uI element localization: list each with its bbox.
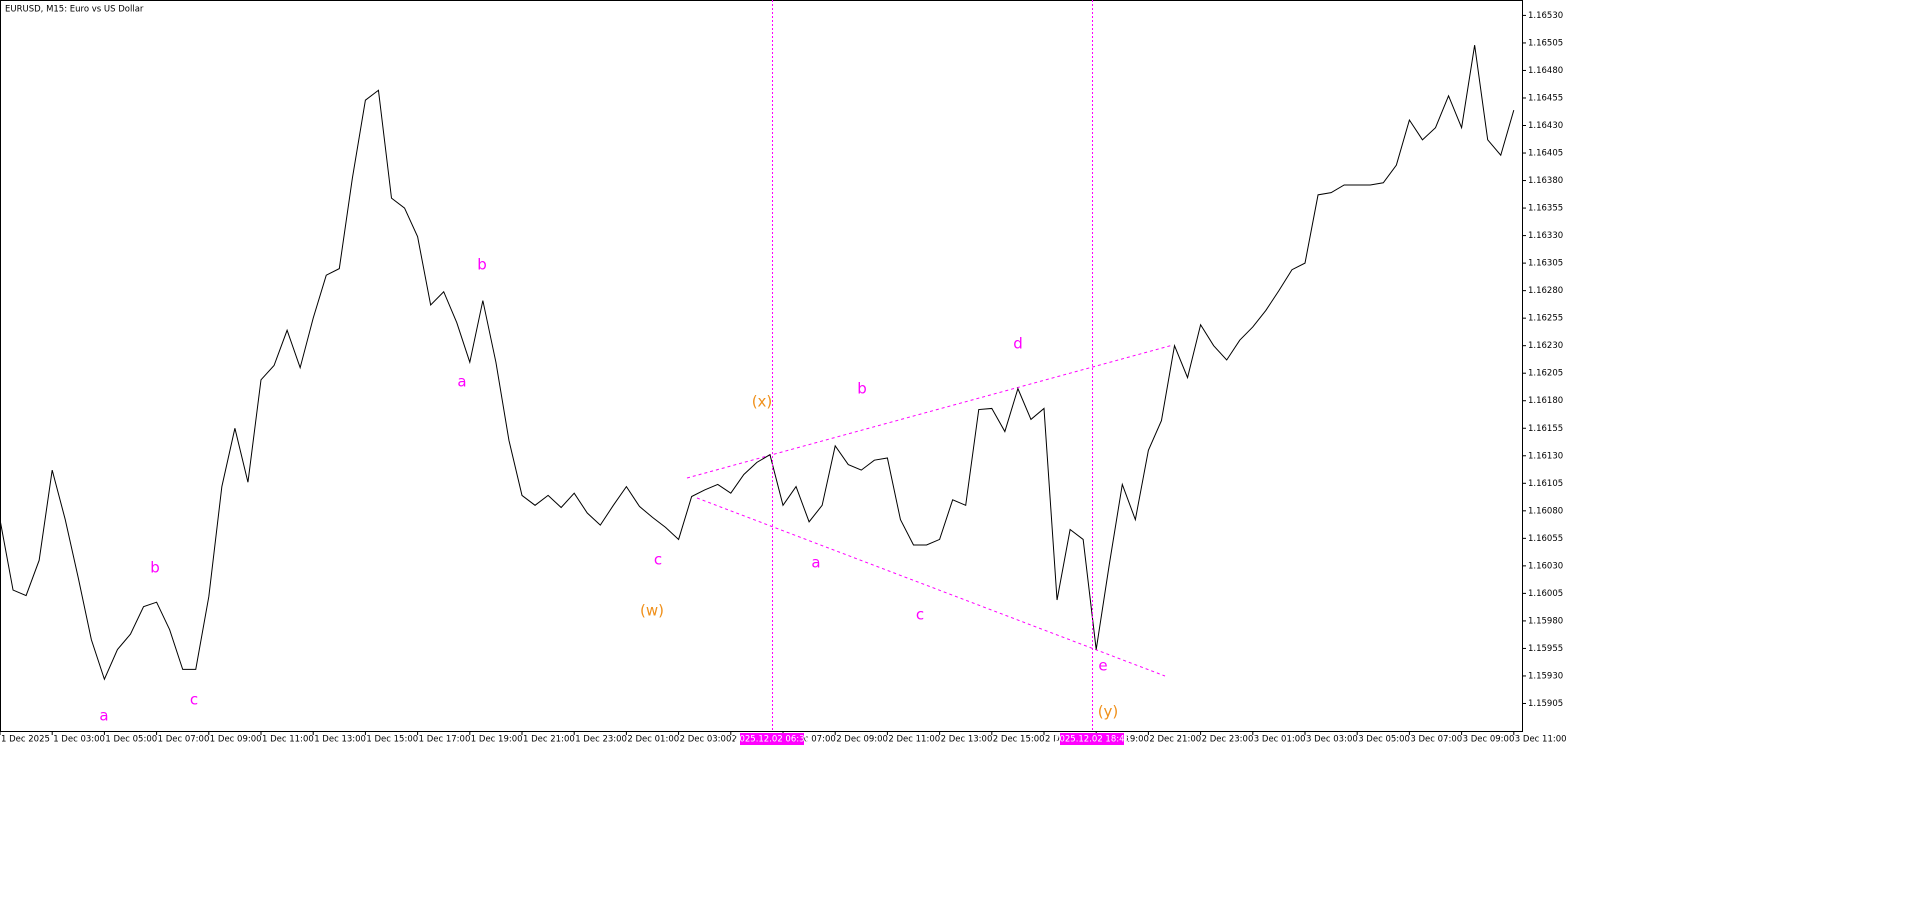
wave-label: d bbox=[1013, 335, 1023, 353]
marker-label: 2025.12.02 06:30 bbox=[734, 735, 810, 745]
x-tick-label: 3 Dec 09:00 bbox=[1463, 735, 1515, 745]
y-tick-label: 1.16530 bbox=[1528, 11, 1563, 21]
x-tick-label: 2 Dec 03:00 bbox=[680, 735, 732, 745]
y-tick-label: 1.16055 bbox=[1528, 534, 1563, 544]
y-tick-label: 1.16030 bbox=[1528, 561, 1563, 571]
marker-label-bg bbox=[1060, 733, 1124, 745]
wave-label: c bbox=[190, 691, 198, 709]
x-tick-label: 2 Dec 23:00 bbox=[1202, 735, 1254, 745]
x-tick-label: 1 Dec 07:00 bbox=[158, 735, 210, 745]
y-tick-label: 1.16280 bbox=[1528, 286, 1563, 296]
y-tick-label: 1.16130 bbox=[1528, 451, 1563, 461]
x-tick-label: 1 Dec 19:00 bbox=[471, 735, 523, 745]
wave-label: c bbox=[916, 606, 924, 624]
y-tick-label: 1.16005 bbox=[1528, 589, 1563, 599]
y-tick-label: 1.15980 bbox=[1528, 616, 1563, 626]
price-line bbox=[0, 45, 1515, 681]
y-tick-label: 1.16305 bbox=[1528, 259, 1563, 269]
y-tick-label: 1.16430 bbox=[1528, 121, 1563, 131]
x-tick-label: 1 Dec 15:00 bbox=[366, 735, 418, 745]
wave-label: b bbox=[477, 256, 487, 274]
x-tick-label: 1 Dec 09:00 bbox=[210, 735, 262, 745]
marker-label: 2025.12.02 18:45 bbox=[1054, 735, 1130, 745]
x-tick-label: 1 Dec 21:00 bbox=[523, 735, 575, 745]
y-tick-label: 1.16155 bbox=[1528, 424, 1563, 434]
y-tick-label: 1.15930 bbox=[1528, 671, 1563, 681]
x-tick-label: 2 Dec 01:00 bbox=[627, 735, 679, 745]
wave-label: a bbox=[457, 373, 466, 391]
x-tick-label: 3 Dec 01:00 bbox=[1254, 735, 1306, 745]
wave-label: b bbox=[857, 380, 867, 398]
y-tick-label: 1.16505 bbox=[1528, 38, 1563, 48]
y-tick-label: 1.16180 bbox=[1528, 396, 1563, 406]
y-tick-label: 1.16080 bbox=[1528, 506, 1563, 516]
wave-label: c bbox=[654, 551, 662, 569]
x-tick-label: 1 Dec 2025 bbox=[1, 735, 50, 745]
chart-title: EURUSD, M15: Euro vs US Dollar bbox=[5, 5, 144, 15]
x-tick-label: 3 Dec 05:00 bbox=[1358, 735, 1410, 745]
y-tick-label: 1.15905 bbox=[1528, 699, 1563, 709]
x-tick-label: 2 Dec 13:00 bbox=[941, 735, 993, 745]
wave-label: (y) bbox=[1098, 703, 1119, 721]
wave-label: a bbox=[99, 707, 108, 725]
x-tick-label: 2 Dec 09:00 bbox=[836, 735, 888, 745]
y-tick-label: 1.16455 bbox=[1528, 93, 1563, 103]
x-tick-label: 1 Dec 05:00 bbox=[105, 735, 157, 745]
plot-frame bbox=[0, 0, 1523, 732]
y-tick-label: 1.16405 bbox=[1528, 149, 1563, 159]
x-tick-label: 1 Dec 23:00 bbox=[575, 735, 627, 745]
x-tick-label: 2 Dec 21:00 bbox=[1149, 735, 1201, 745]
wave-label: e bbox=[1098, 657, 1107, 675]
wave-label: b bbox=[150, 559, 160, 577]
wave-label: (w) bbox=[640, 602, 664, 620]
y-tick-label: 1.16255 bbox=[1528, 314, 1563, 324]
x-tick-label: 1 Dec 17:00 bbox=[419, 735, 471, 745]
marker-label-bg bbox=[740, 733, 804, 745]
wave-label: (x) bbox=[752, 393, 773, 411]
x-tick-label: 1 Dec 03:00 bbox=[53, 735, 105, 745]
y-tick-label: 1.16380 bbox=[1528, 176, 1563, 186]
x-tick-label: 3 Dec 03:00 bbox=[1306, 735, 1358, 745]
x-tick-label: 3 Dec 07:00 bbox=[1410, 735, 1462, 745]
x-tick-label: 2 Dec 11:00 bbox=[888, 735, 940, 745]
y-tick-label: 1.15955 bbox=[1528, 644, 1563, 654]
y-tick-label: 1.16105 bbox=[1528, 479, 1563, 489]
x-tick-label: 3 Dec 11:00 bbox=[1515, 735, 1567, 745]
y-tick-label: 1.16330 bbox=[1528, 231, 1563, 241]
x-tick-label: 1 Dec 11:00 bbox=[262, 735, 314, 745]
y-tick-label: 1.16205 bbox=[1528, 369, 1563, 379]
x-tick-label: 2 Dec 07:00 bbox=[784, 735, 836, 745]
y-tick-label: 1.16230 bbox=[1528, 341, 1563, 351]
x-tick-label: 2 Dec 15:00 bbox=[993, 735, 1045, 745]
y-tick-label: 1.16355 bbox=[1528, 204, 1563, 214]
y-tick-label: 1.16480 bbox=[1528, 66, 1563, 76]
x-tick-label: 1 Dec 13:00 bbox=[314, 735, 366, 745]
wave-label: a bbox=[811, 554, 820, 572]
